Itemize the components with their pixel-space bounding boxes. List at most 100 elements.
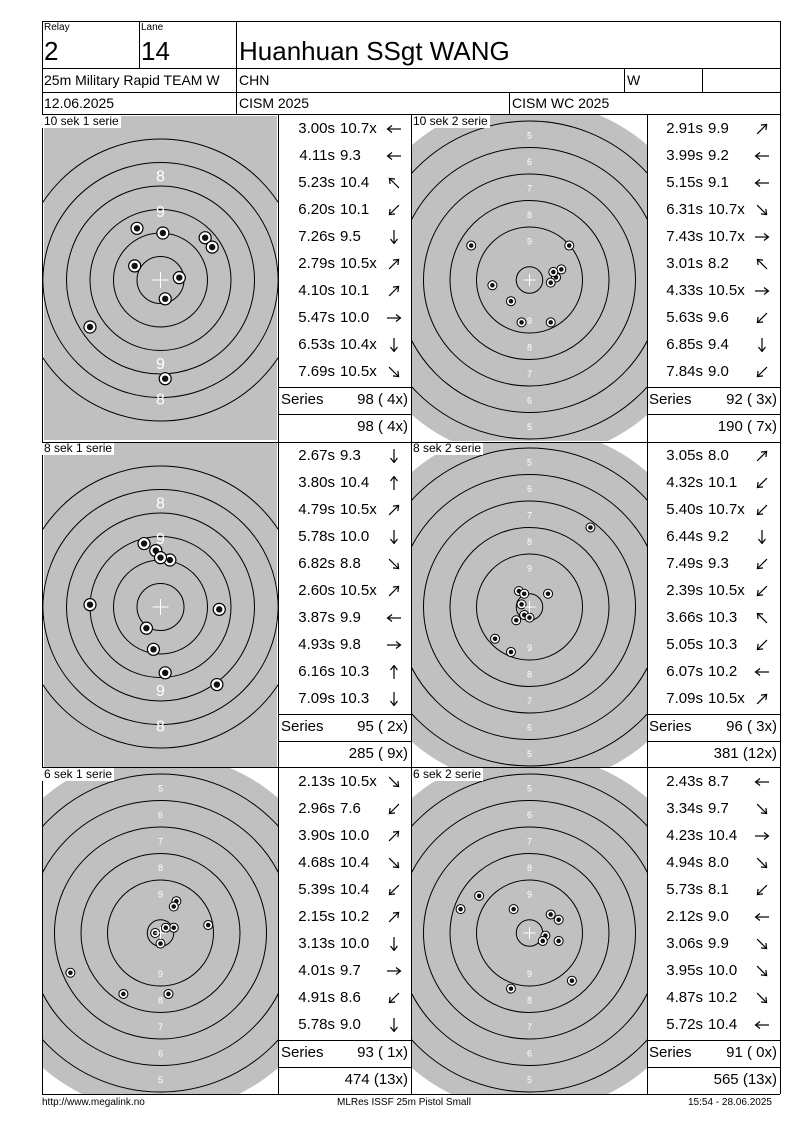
shot-time: 6.20s [298,201,335,218]
target-image: 5 6 7 8 9 9 8 7 6 5 [43,768,278,1094]
shot-row: 5.15s 9.1 [653,169,777,196]
shot-score: 9.5 [340,228,361,245]
shot-hole-center [131,262,138,270]
direction-arrow-icon [751,442,773,463]
shot-hole-center [490,283,495,288]
ring-number: 5 [158,783,163,793]
shot-row: 4.33s 10.5x [653,277,777,304]
series-title: 8 sek 1 serie [42,441,115,455]
nation: CHN [239,72,270,88]
lane-label: Lane [141,22,164,33]
shot-score: 10.3 [340,690,370,707]
shot-row: 4.94s 8.0 [653,849,777,876]
shot-score: 10.3 [340,663,370,680]
shot-row: 4.01s 9.7 [285,957,409,984]
shot-score: 9.0 [708,363,729,380]
shot-time: 6.53s [298,336,335,353]
shot-time: 2.15s [298,908,335,925]
shot-time: 3.99s [666,147,703,164]
shot-row: 4.79s 10.5x [285,496,409,523]
shot-score: 10.4 [340,474,370,491]
series-label: Series [281,718,324,735]
shot-score: 10.0 [708,962,738,979]
shot-score: 10.0 [340,935,370,952]
shot-hole-center [140,540,148,547]
shot-time: 3.90s [298,827,335,844]
ring-number: 8 [527,210,532,220]
series-label: Series [649,718,692,735]
shot-hole-center [86,323,94,331]
shot-hole-center [159,229,167,237]
shot-row: 5.78s 9.0 [285,1011,409,1038]
direction-arrow-icon [383,957,405,978]
shot-row: 2.43s 8.7 [653,768,777,795]
shot-row: 6.53s 10.4x [285,331,409,358]
shot-score: 10.5x [340,501,377,518]
shot-row: 3.80s 10.4 [285,469,409,496]
shot-time: 2.96s [298,800,335,817]
shot-time: 5.78s [298,528,335,545]
ring-number: 8 [527,995,532,1005]
shot-time: 5.23s [298,174,335,191]
shot-time: 2.13s [298,773,335,790]
shot-score: 9.0 [708,908,729,925]
shot-score: 9.2 [708,147,729,164]
direction-arrow-icon [383,523,405,544]
shot-score: 10.0 [340,827,370,844]
shot-hole-center [508,649,514,655]
ring-number: 8 [156,392,165,409]
shot-row: 3.00s 10.7x [285,115,409,142]
direction-arrow-icon [751,223,773,244]
shot-hole-center [171,925,177,930]
shot-score: 9.4 [708,336,729,353]
shot-time: 4.91s [298,989,335,1006]
shot-row: 4.11s 9.3 [285,142,409,169]
direction-arrow-icon [751,795,773,816]
shot-hole-center [458,906,463,912]
shot-score: 10.5x [708,582,745,599]
shot-time: 4.79s [298,501,335,518]
series-title: 6 sek 2 serie [411,767,484,781]
shot-list: 2.13s 10.5x 2.96s 7.6 3.90s 10.0 4.68s 10.4 5.39… [279,768,411,1094]
direction-arrow-icon [383,169,405,190]
date: 12.06.2025 [44,95,115,111]
direction-arrow-icon [751,876,773,897]
shot-row: 7.49s 9.3 [653,550,777,577]
shot-time: 3.95s [666,962,703,979]
shot-row: 2.79s 10.5x [285,250,409,277]
shot-hole-center [513,617,519,623]
running-total: 565 (13x) [713,1071,777,1088]
shot-score: 10.2 [340,908,370,925]
direction-arrow-icon [751,768,773,789]
ring-number: 7 [527,510,532,520]
shot-row: 5.23s 10.4 [285,169,409,196]
series-total: 96 ( 3x) [726,718,777,735]
shot-hole-center [476,893,482,899]
shot-row: 5.72s 10.4 [653,1011,777,1038]
direction-arrow-icon [383,469,405,490]
shot-time: 3.80s [298,474,335,491]
shot-row: 4.32s 10.1 [653,469,777,496]
shot-score: 10.7x [708,228,745,245]
shot-row: 3.90s 10.0 [285,822,409,849]
shot-hole-center [527,615,532,620]
relay-label: Relay [44,22,70,33]
direction-arrow-icon [383,984,405,1005]
shot-hole-center [201,234,209,241]
ring-number: 7 [527,1022,532,1032]
shot-row: 6.82s 8.8 [285,550,409,577]
shot-hole-center [162,669,169,676]
shot-row: 6.31s 10.7x [653,196,777,223]
shot-hole-center [121,991,126,997]
shot-row: 4.10s 10.1 [285,277,409,304]
ring-number: 9 [527,643,532,653]
shot-row: 2.39s 10.5x [653,577,777,604]
shot-score: 8.0 [708,447,729,464]
shot-score: 8.8 [340,555,361,572]
shot-score: 10.1 [708,474,738,491]
shot-row: 6.16s 10.3 [285,658,409,685]
shot-time: 5.73s [666,881,703,898]
shot-hole-center [559,267,564,272]
shot-row: 3.95s 10.0 [653,957,777,984]
shot-time: 2.60s [298,582,335,599]
